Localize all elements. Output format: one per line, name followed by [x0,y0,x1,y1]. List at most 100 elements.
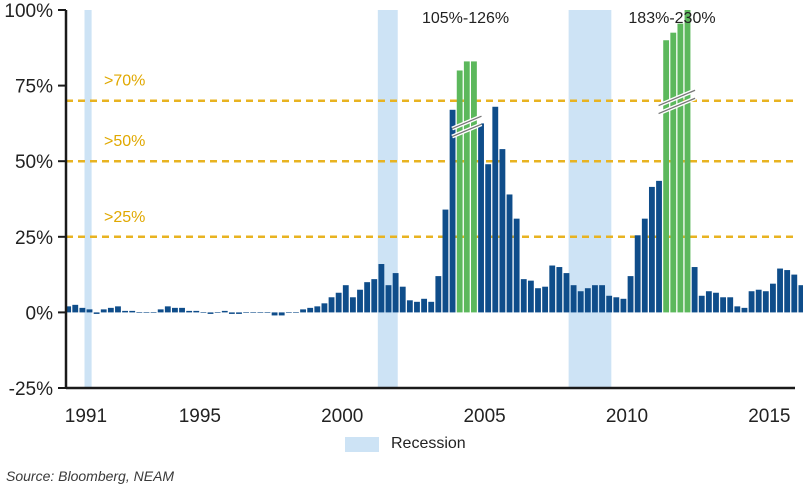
range-annotation-0: 105%-126% [422,10,509,27]
bar-32 [293,312,299,313]
bar-51 [428,301,435,313]
y-tick-label-4: 0% [26,303,54,324]
bar-67 [542,286,549,313]
y-tick-label-5: -25% [9,379,53,400]
recession-band-0 [84,10,92,388]
threshold-label-1: >50% [104,133,145,150]
bar-23 [228,312,235,314]
bar-73 [584,288,591,313]
bar-75 [599,285,605,313]
bar-20 [207,312,214,314]
bar-13 [157,309,164,313]
bar-62 [506,194,513,313]
break-slash-0-0 [451,115,482,130]
bar-76 [606,295,613,313]
bar-59 [485,164,492,313]
range-annotation-1: 183%-230% [628,10,715,27]
bar-74 [592,285,598,313]
bar-1 [72,304,79,313]
bar-48 [406,300,413,313]
bar-35 [314,306,321,313]
bar-45 [385,285,392,313]
bar-70 [563,273,570,313]
bar-25 [243,312,250,313]
bar-36 [321,303,328,313]
bar-5 [100,309,107,313]
break-slash-1-1 [658,97,696,115]
bar-offscale-87 [684,10,691,313]
bar-69 [556,267,563,313]
bar-offscale-56 [463,61,470,313]
bar-66 [535,288,541,313]
bar-9 [129,310,136,313]
bar-91 [713,292,719,313]
bar-79 [627,276,634,313]
bar-72 [577,291,584,313]
bar-103 [798,285,803,313]
break-slash-0-1 [451,123,482,138]
recession-band-2 [568,10,612,388]
y-tick-label-2: 50% [15,152,53,173]
bar-52 [435,276,442,313]
labels: 100% 75% 50% 25% 0% -25% 1991 1995 2000 2005 2010 2… [4,1,790,427]
bar-26 [250,312,257,313]
bar-101 [784,270,791,313]
threshold-label-2: >25% [104,209,145,226]
bar-offscale-84 [663,40,670,313]
bar-3 [86,309,93,313]
bar-18 [193,310,200,313]
bar-88 [691,267,698,313]
bar-44 [378,264,385,313]
bar-37 [328,297,335,313]
bar-82 [648,186,655,313]
recession-bands [84,10,612,388]
bar-29 [271,312,278,316]
bar-21 [214,312,221,313]
bar-31 [285,312,292,313]
bar-98 [762,291,769,313]
bar-64 [520,279,527,313]
bar-11 [143,312,150,313]
bar-61 [499,149,506,313]
bar-77 [613,297,620,313]
bar-8 [122,310,129,313]
x-tick-label-5: 2015 [748,406,790,427]
legend-recession-label: Recession [391,435,466,452]
bar-39 [342,285,349,313]
bar-28 [264,312,271,313]
axes [58,9,795,390]
bar-53 [442,209,449,313]
bar-97 [755,289,762,313]
bar-43 [371,279,378,313]
source-note: Source: Bloomberg, NEAM [6,468,175,484]
bar-15 [172,307,178,313]
bar-offscale-55 [456,70,463,313]
bar-10 [136,312,143,313]
y-tick-label-0: 100% [4,1,53,22]
bar-68 [549,265,556,313]
legend: Recession [345,434,466,454]
bar-99 [770,283,776,313]
bar-38 [335,292,342,313]
y-tick-label-3: 25% [15,228,53,249]
x-tick-label-2: 2000 [321,406,363,427]
bar-42 [364,282,371,313]
bars [65,10,803,316]
bar-102 [791,274,798,313]
bar-0 [65,306,72,313]
bar-offscale-85 [670,32,677,313]
bar-offscale-57 [471,61,477,313]
bar-40 [349,297,356,313]
bar-47 [399,286,406,313]
break-slash-1-0 [658,89,696,107]
bar-34 [307,307,314,313]
bar-6 [107,307,114,313]
bar-63 [513,218,520,313]
x-tick-label-1: 1995 [179,406,221,427]
bar-16 [179,307,185,313]
threshold-lines: >70% >50% >25% [66,73,795,239]
legend-recession-swatch [345,436,379,452]
bar-49 [414,301,420,313]
y-tick-label-1: 75% [15,77,53,98]
